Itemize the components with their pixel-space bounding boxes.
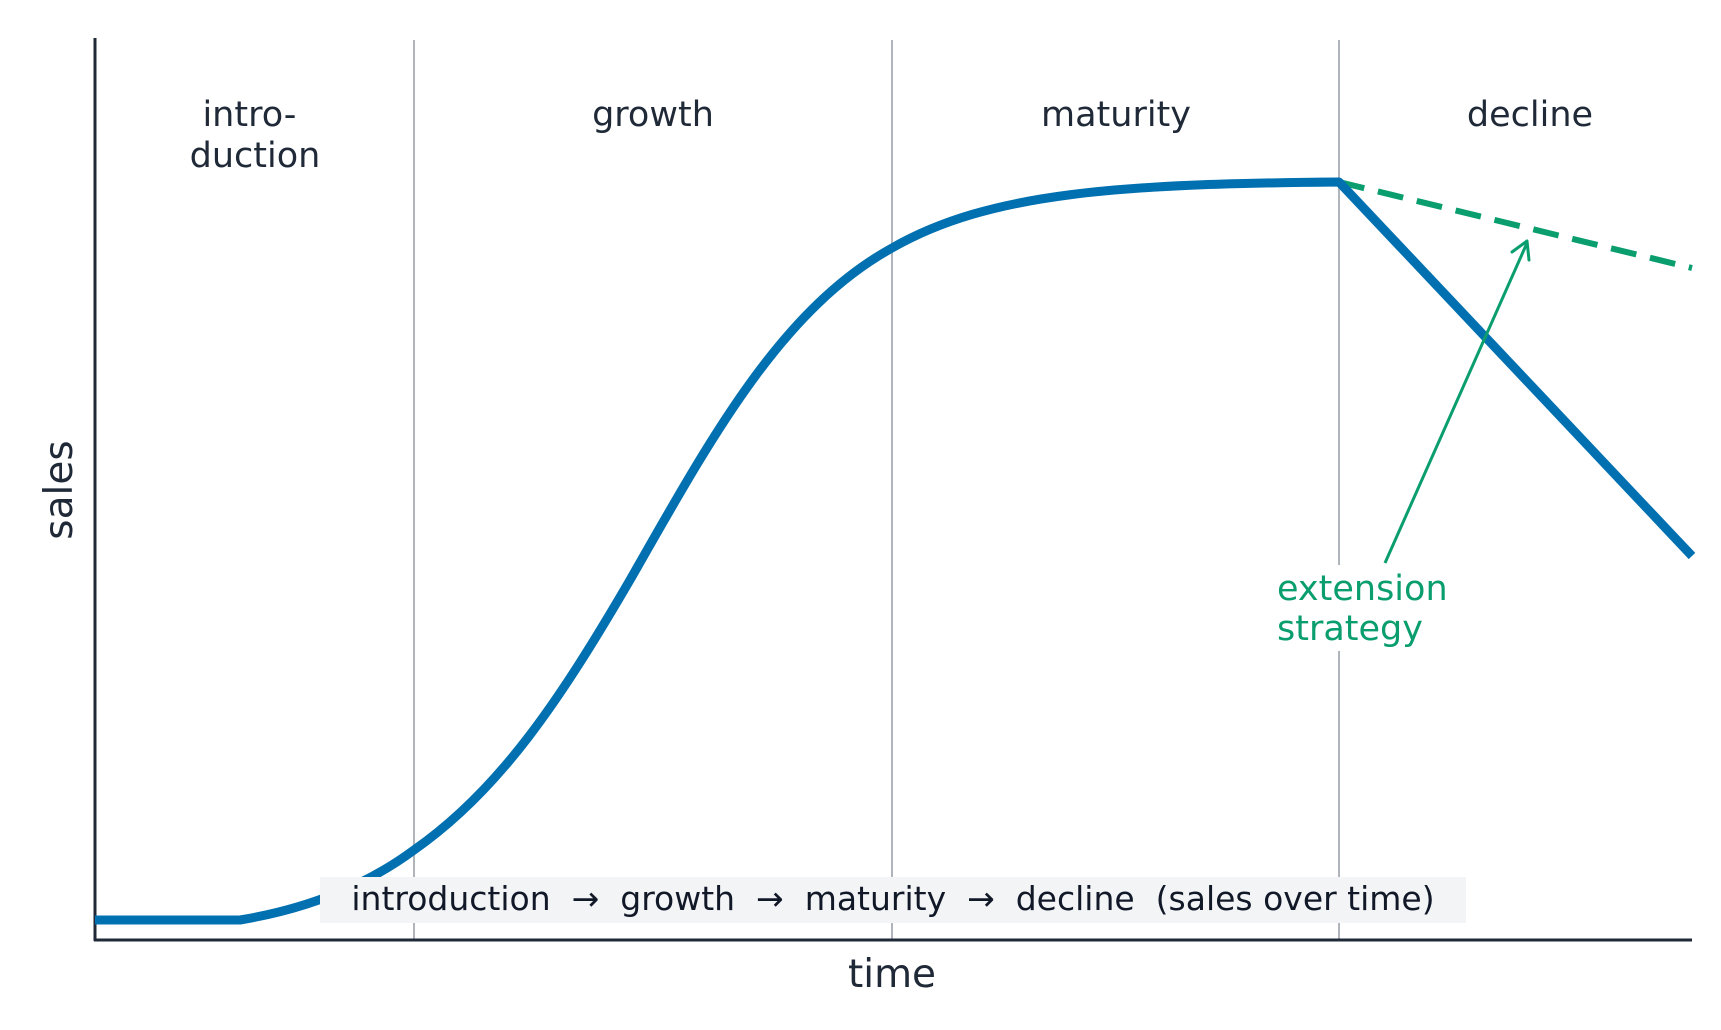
stage-labels: intro- duction growth maturity decline — [190, 95, 1593, 176]
extension-strategy-line — [1338, 179, 1693, 271]
y-axis-label: sales — [37, 440, 82, 539]
sales-curve — [95, 177, 1696, 925]
annotation-line1: extension — [1277, 569, 1448, 609]
annotation-arrow-head — [1510, 239, 1531, 262]
axes — [93, 38, 1692, 942]
x-axis-label: time — [848, 952, 936, 997]
stage-label-introduction: intro- duction — [190, 95, 321, 176]
stage-label-maturity: maturity — [1041, 95, 1191, 135]
caption-box — [320, 877, 1466, 923]
annotation-text: extension strategy — [1277, 569, 1459, 649]
extension-annotation: extension strategy — [1272, 239, 1531, 651]
stage-label-introduction-line2: duction — [190, 136, 321, 176]
caption: introduction → growth → maturity → decli… — [320, 877, 1466, 923]
annotation-text-bg — [1272, 565, 1472, 651]
caption-text: introduction → growth → maturity → decli… — [351, 879, 1434, 918]
stage-label-introduction-line1: intro- — [202, 95, 296, 135]
stage-label-decline: decline — [1467, 95, 1593, 135]
annotation-arrow-shaft — [1383, 242, 1529, 564]
stage-dividers — [413, 40, 1340, 940]
stage-label-growth: growth — [592, 95, 714, 135]
annotation-line2: strategy — [1277, 609, 1423, 649]
